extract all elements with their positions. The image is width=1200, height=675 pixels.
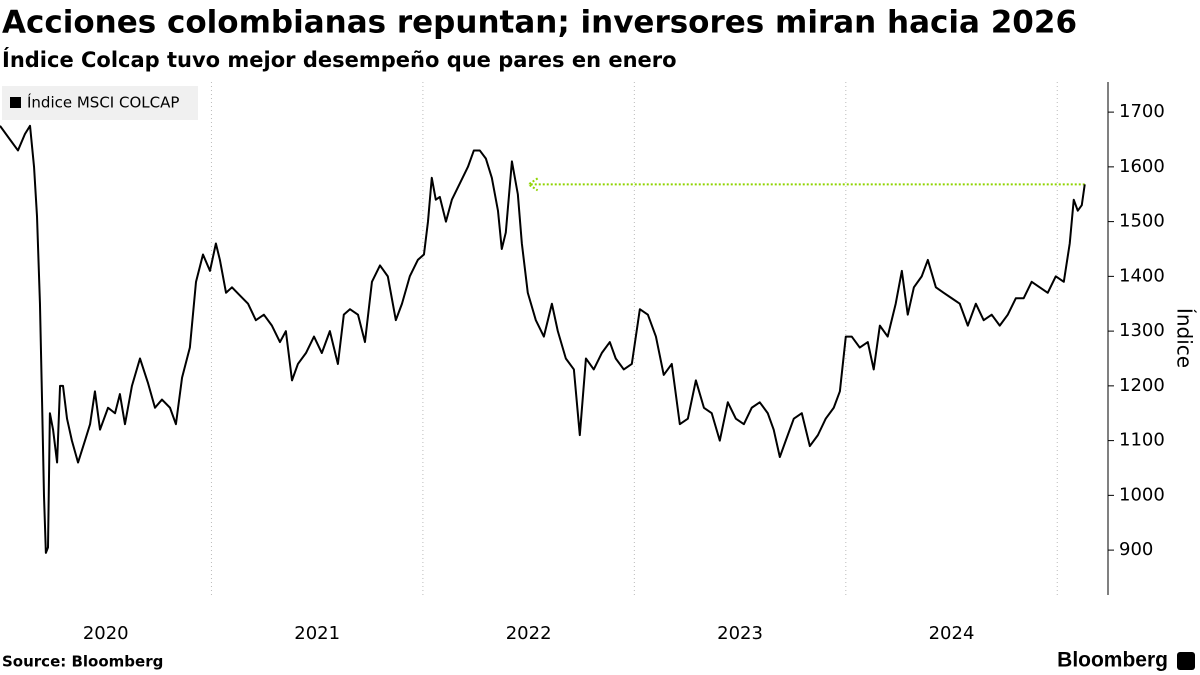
x-tick-label: 2020	[83, 623, 129, 644]
source: Source: Bloomberg	[2, 653, 163, 671]
chart-subtitle: Índice Colcap tuvo mejor desempeño que p…	[2, 47, 677, 72]
brand: Bloomberg	[1057, 649, 1168, 672]
y-tick-label: 900	[1119, 539, 1153, 560]
x-tick-label: 2024	[929, 623, 975, 644]
x-tick-label: 2022	[506, 623, 552, 644]
chart-title: Acciones colombianas repuntan; inversore…	[2, 5, 1077, 41]
brand-icon	[1177, 652, 1195, 670]
x-tick-label: 2021	[294, 623, 340, 644]
legend-box	[2, 86, 198, 120]
y-tick-label: 1300	[1119, 320, 1165, 341]
y-tick-label: 1000	[1119, 484, 1165, 505]
y-tick-label: 1700	[1119, 101, 1165, 122]
legend-label: Índice MSCI COLCAP	[27, 93, 179, 112]
y-tick-label: 1200	[1119, 375, 1165, 396]
series-line	[0, 124, 1086, 554]
y-tick-label: 1600	[1119, 156, 1165, 177]
legend-swatch	[10, 97, 21, 108]
y-axis-label: Índice	[1173, 308, 1197, 368]
y-tick-label: 1100	[1119, 430, 1165, 451]
y-tick-label: 1400	[1119, 265, 1165, 286]
y-tick-label: 1500	[1119, 211, 1165, 232]
x-tick-label: 2023	[717, 623, 763, 644]
